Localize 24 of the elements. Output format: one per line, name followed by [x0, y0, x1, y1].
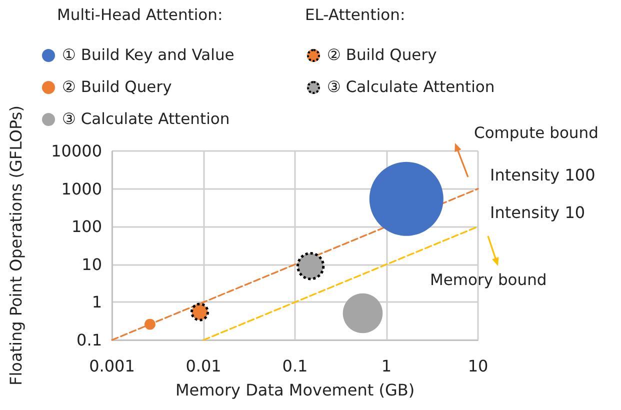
text: EL-Attention: [305, 6, 406, 24]
text: Multi-Head Attention: [57, 6, 223, 24]
x-tick-label: 0.1 [282, 356, 308, 376]
x-tick-label: 0.001 [89, 356, 135, 376]
legend-label: ③ Calculate Attention [61, 110, 230, 128]
y-tick-label: 100 [71, 217, 102, 236]
y-tick-label: 10000 [51, 142, 102, 160]
x-tick-label: 0.01 [186, 356, 222, 376]
legend-label: ② Build Query [61, 78, 172, 96]
series-label: Intensity 10 [490, 203, 586, 222]
y-tick-label: 1 [92, 292, 102, 312]
text: Compute bound [474, 124, 598, 142]
series-label: Intensity 100 [490, 165, 596, 184]
y-tick-label: 1000 [61, 179, 102, 198]
y-axis-title: Floating Point Operations (GFLOPs) [6, 106, 26, 386]
legend-label: ② Build Query [326, 46, 437, 64]
y-tick-label: 0.1 [76, 330, 102, 350]
legend-label: ③ Calculate Attention [326, 78, 495, 96]
x-axis-title: Memory Data Movement (GB) [175, 380, 415, 400]
legend-label: ① Build Key and Value [61, 46, 234, 64]
x-tick-label: 10 [468, 356, 488, 376]
x-tick-label: 1 [381, 356, 392, 376]
annotation: Memory bound [430, 271, 547, 289]
y-tick-label: 10 [82, 254, 102, 274]
